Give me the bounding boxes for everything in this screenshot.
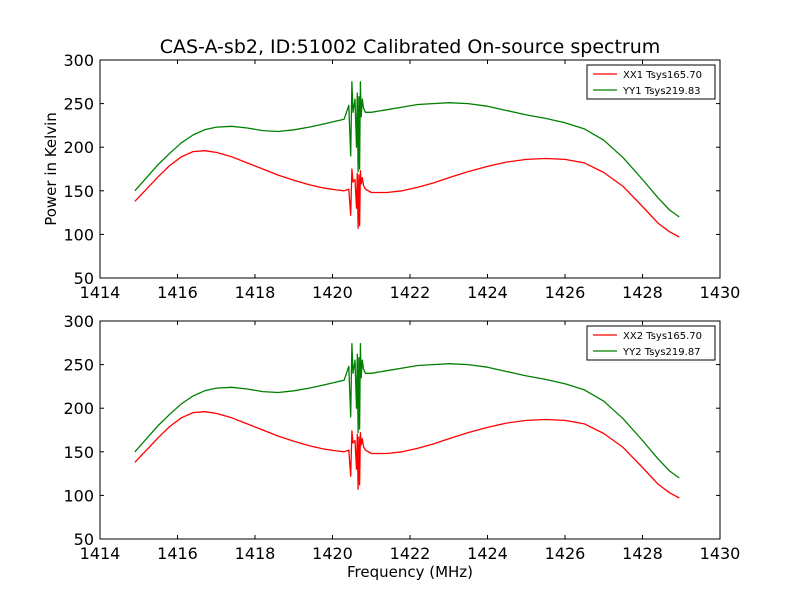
x-tick-label: 1424	[467, 544, 508, 563]
x-tick-label: 1414	[80, 544, 121, 563]
x-tick-label: 1428	[622, 544, 663, 563]
series-line-1-0	[134, 411, 680, 499]
y-tick-label: 200	[63, 138, 94, 157]
legend-label: XX1 Tsys165.70	[623, 70, 702, 81]
x-tick-label: 1428	[622, 283, 663, 302]
y-tick-label: 50	[74, 269, 94, 288]
top-panel: 1414 1416 1418 1420 1422 1424 1426 1428 1430 50 10…	[63, 51, 740, 302]
legend-label: YY2 Tsys219.87	[622, 347, 701, 358]
legend-label: XX2 Tsys165.70	[623, 331, 702, 342]
x-tick-label: 1422	[390, 544, 431, 563]
y-tick-label: 250	[63, 356, 94, 375]
y-tick-label: 100	[63, 225, 94, 244]
x-tick-label: 1430	[700, 283, 741, 302]
legend-box	[586, 325, 716, 361]
x-tick-label: 1420	[312, 283, 353, 302]
y-tick-label: 300	[63, 312, 94, 331]
x-tick-label: 1426	[545, 544, 586, 563]
legend-label: YY1 Tsys219.83	[622, 86, 701, 97]
x-tick-label: 1414	[80, 283, 121, 302]
x-tick-label: 1420	[312, 544, 353, 563]
y-axis-label: Power in Kelvin	[42, 112, 60, 226]
y-tick-label: 250	[63, 95, 94, 114]
y-tick-label: 300	[63, 51, 94, 70]
series-line-0-0	[134, 150, 680, 238]
y-tick-label: 150	[63, 443, 94, 462]
series-line-1-1	[134, 343, 680, 479]
series-line-0-1	[134, 81, 680, 218]
x-tick-label: 1416	[157, 544, 198, 563]
x-axis-label: Frequency (MHz)	[347, 563, 473, 581]
x-tick-label: 1424	[467, 283, 508, 302]
legend-box	[586, 64, 716, 100]
bottom-panel: 1414 1416 1418 1420 1422 1424 1426 1428 1430 50 10…	[63, 312, 740, 563]
legend: XX2 Tsys165.70 YY2 Tsys219.87	[586, 325, 716, 361]
x-tick-label: 1426	[545, 283, 586, 302]
x-tick-label: 1418	[235, 283, 276, 302]
y-tick-label: 100	[63, 486, 94, 505]
legend: XX1 Tsys165.70 YY1 Tsys219.83	[586, 64, 716, 100]
figure-title: CAS-A-sb2, ID:51002 Calibrated On-source…	[160, 36, 661, 58]
x-tick-label: 1422	[390, 283, 431, 302]
x-tick-label: 1418	[235, 544, 276, 563]
x-tick-label: 1416	[157, 283, 198, 302]
y-tick-label: 200	[63, 399, 94, 418]
y-tick-label: 150	[63, 182, 94, 201]
x-tick-label: 1430	[700, 544, 741, 563]
y-tick-label: 50	[74, 530, 94, 549]
